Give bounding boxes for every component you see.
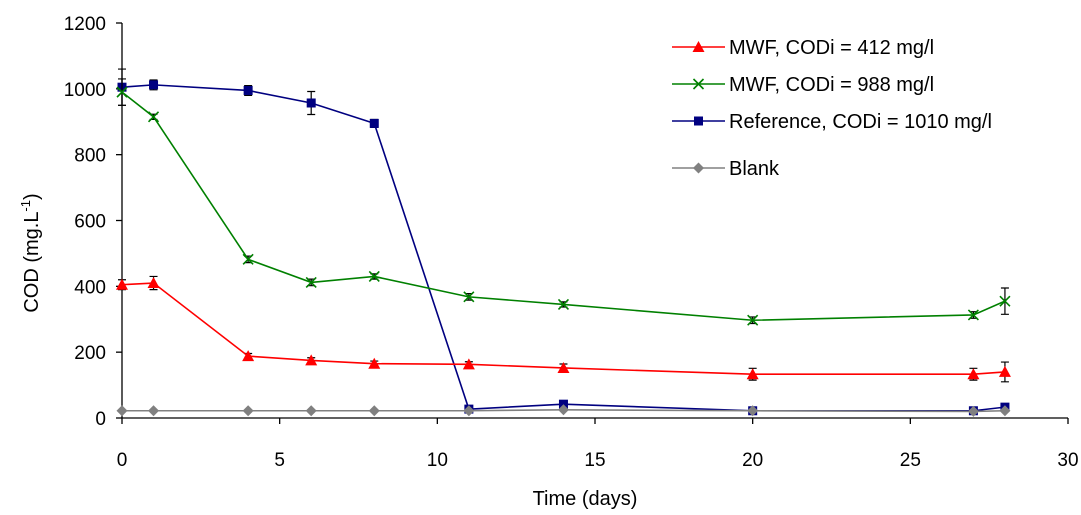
legend-label: Blank [729,158,780,180]
data-point [557,404,569,416]
data-point [998,365,1011,377]
legend-marker [693,162,704,174]
y-axis-title-sup: -1 [18,200,33,212]
x-axis-ticks: 0 5 10 15 20 25 30 [117,418,1079,471]
data-point [116,86,128,98]
data-point [147,277,160,289]
series-line [121,91,1006,322]
y-tick-label: 800 [74,146,106,167]
data-point [116,278,128,290]
y-axis-title: COD (mg.L-1) [18,193,43,312]
x-tick-label: 30 [1057,450,1078,471]
data-point [463,291,475,303]
legend-marker [692,78,705,90]
data-point [462,358,475,370]
legend-label: MWF, CODi = 988 mg/l [729,74,934,96]
legend-label: MWF, CODi = 412 mg/l [729,37,934,59]
legend-item-4: Blank [672,158,780,180]
series-4 [116,404,1011,417]
data-point [116,405,128,417]
data-point [305,276,317,288]
x-tick-label: 15 [584,450,605,471]
y-tick-label: 400 [74,277,106,298]
series-layer [116,68,1011,417]
legend-item-1: MWF, CODi = 412 mg/l [672,37,934,59]
legend-item-2: MWF, CODi = 988 mg/l [672,74,934,96]
y-axis-title-end: ) [21,193,43,200]
legend-label: Reference, CODi = 1010 mg/l [729,111,992,133]
data-point [306,98,316,108]
series-2 [116,78,1011,326]
data-point [999,405,1011,417]
data-point [463,405,475,417]
series-1 [116,275,1011,383]
y-axis-ticks: 0 200 400 600 800 1000 1200 [64,14,122,430]
x-tick-label: 0 [117,450,128,471]
data-point [148,405,160,417]
series-line [121,282,1005,376]
data-point [149,80,159,90]
data-point [967,368,980,380]
series-line [122,408,1005,413]
data-point [747,314,759,326]
data-point [243,85,253,95]
x-tick-label: 10 [427,450,448,471]
y-axis-title-main: COD (mg.L [21,212,43,313]
data-point [368,405,380,417]
x-axis-title: Time (days) [533,488,638,510]
x-tick-label: 5 [274,450,285,471]
y-tick-label: 1200 [64,14,106,35]
data-point [557,298,570,311]
data-point [242,253,254,265]
legend-marker [694,116,703,126]
data-point [557,361,570,373]
legend: MWF, CODi = 412 mg/l MWF, CODi = 988 mg/l… [672,37,992,180]
series-line [121,84,1006,412]
legend-item-3: Reference, CODi = 1010 mg/l [672,111,992,133]
legend-marker [692,41,705,52]
y-tick-label: 600 [74,212,106,233]
y-tick-label: 200 [74,343,106,364]
data-point [369,118,379,128]
data-point [305,405,317,417]
data-point [368,270,380,283]
data-point [368,357,381,369]
x-tick-label: 25 [900,450,921,471]
y-tick-label: 0 [95,409,106,430]
data-point [242,350,255,362]
data-point [747,405,759,417]
data-point [746,368,759,380]
y-tick-label: 1000 [64,80,106,101]
data-point [558,399,568,409]
data-point [967,405,979,417]
data-point [305,354,318,366]
x-tick-label: 20 [742,450,763,471]
data-point [967,309,979,321]
data-point [999,295,1011,307]
data-point [242,405,254,417]
data-point [147,111,160,123]
